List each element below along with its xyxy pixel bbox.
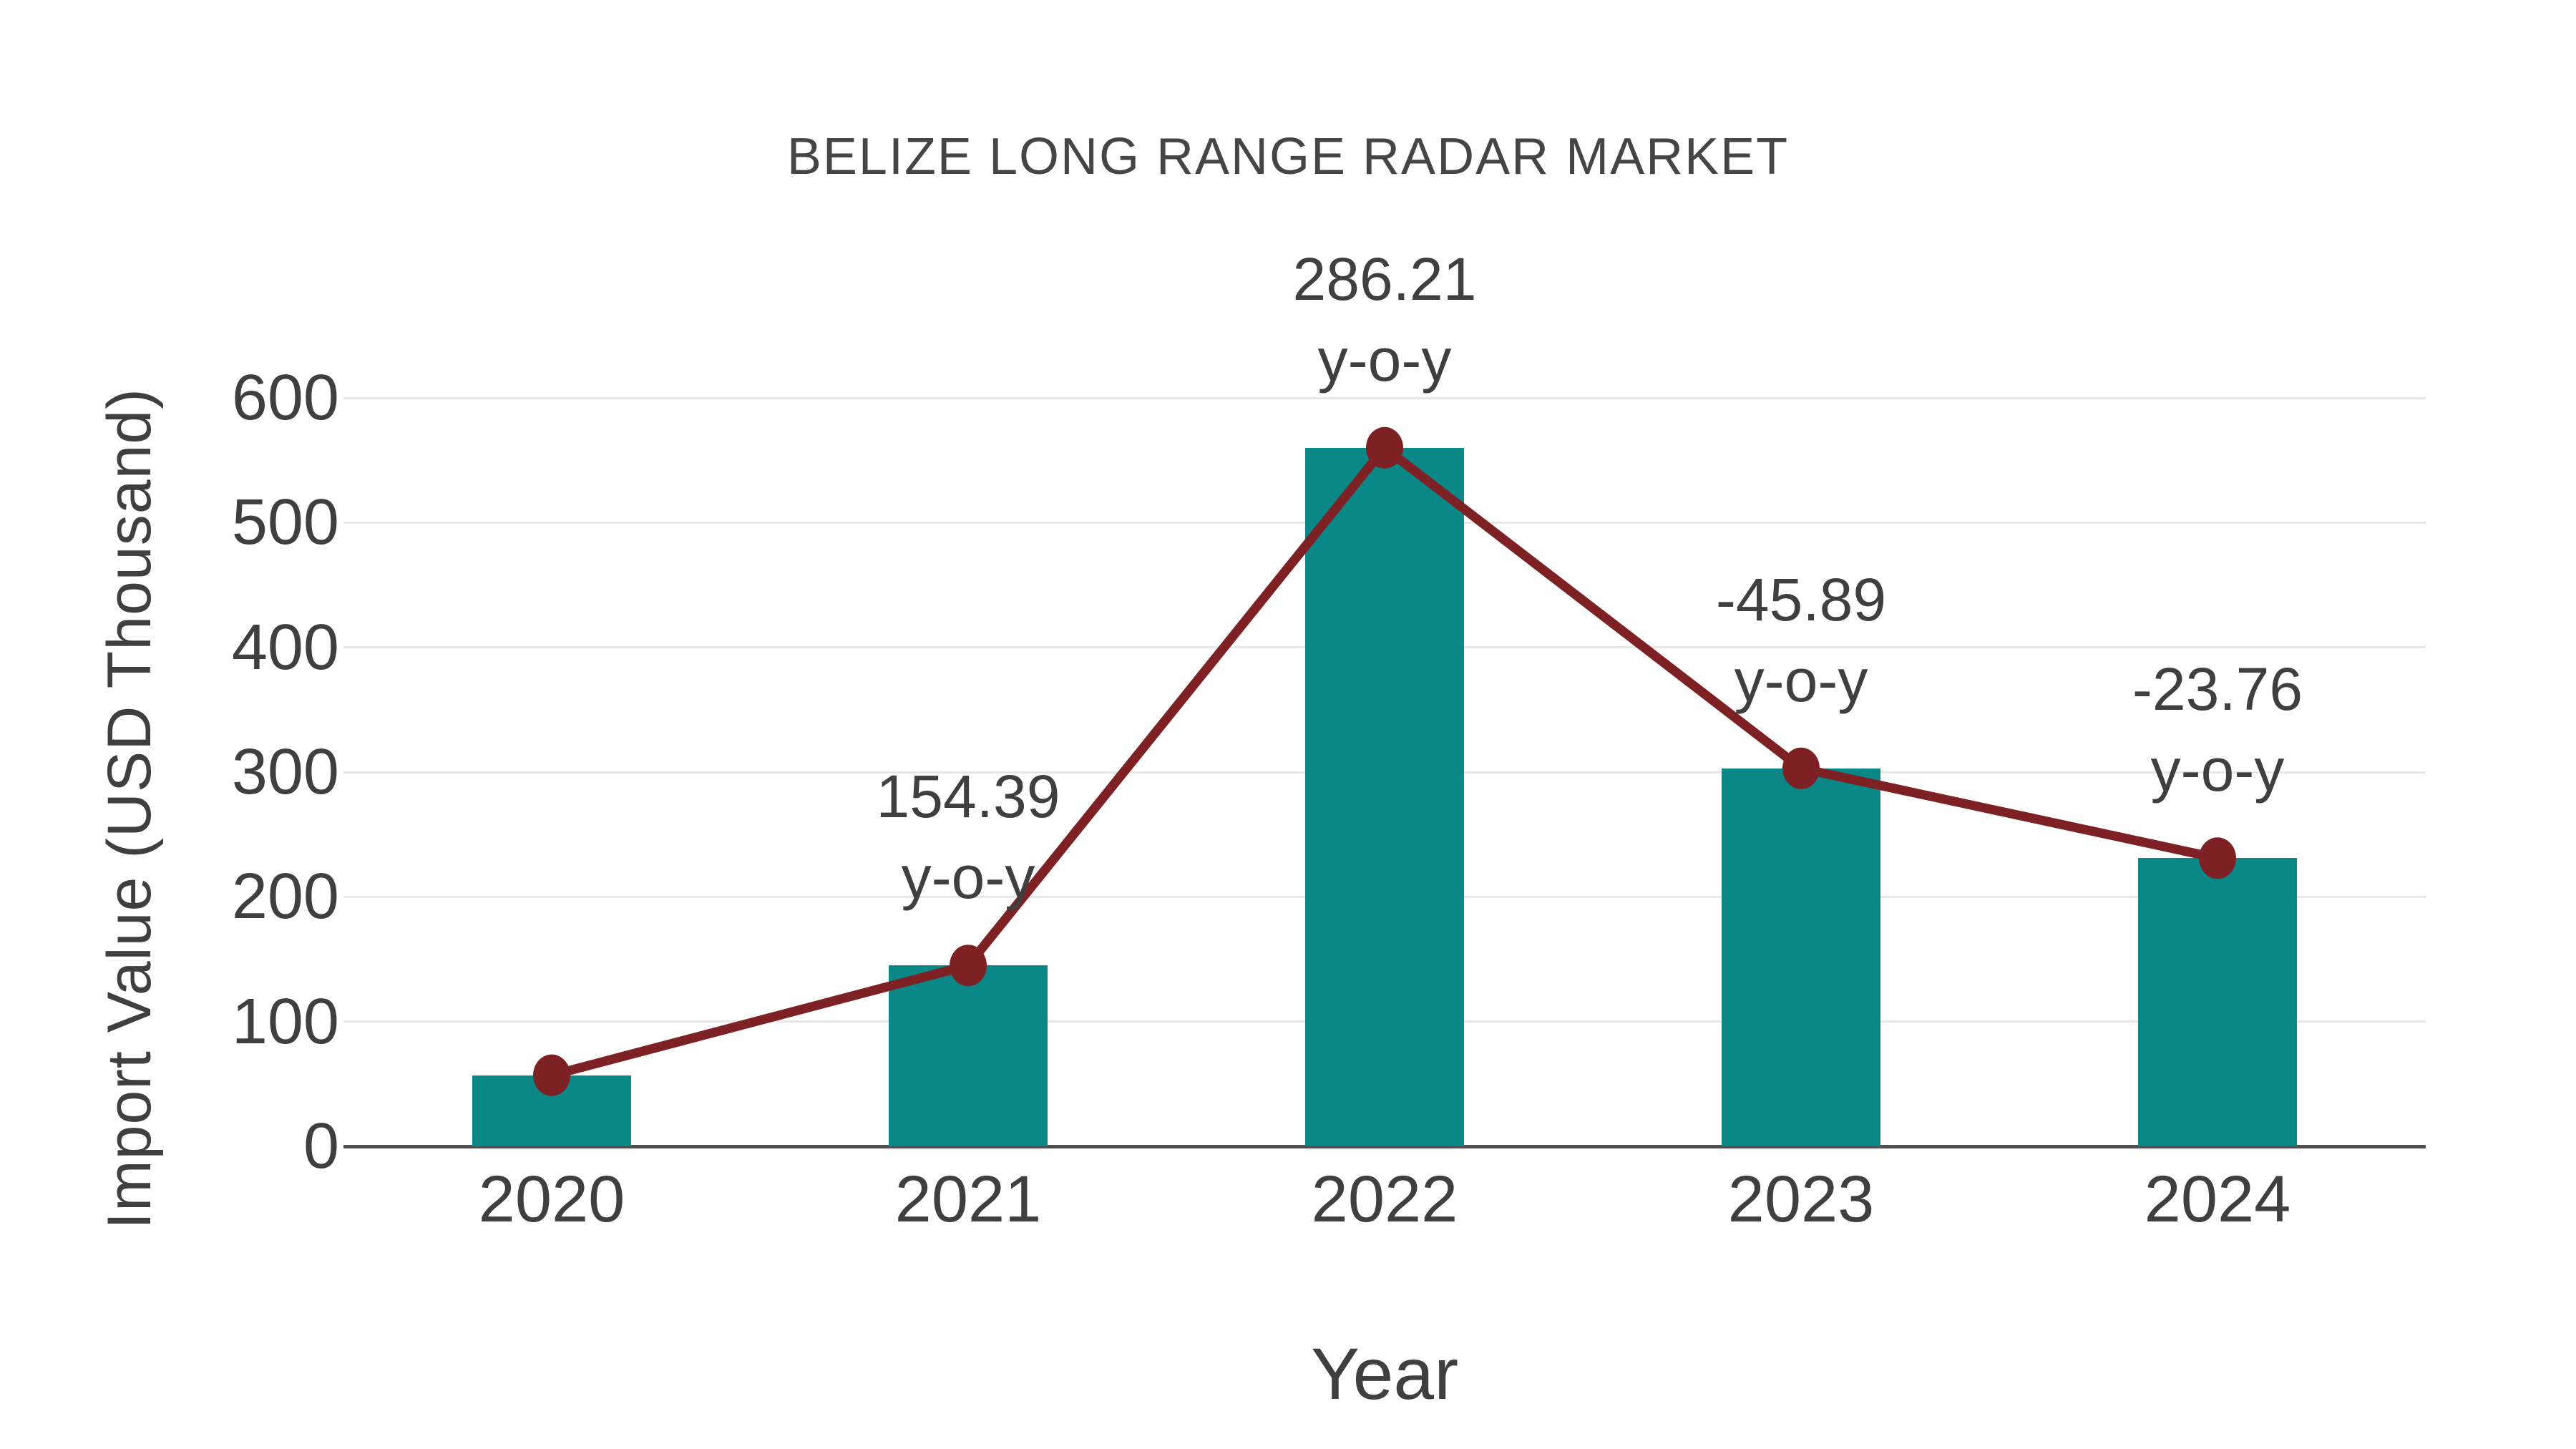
chart-title: BELIZE LONG RANGE RADAR MARKET (786, 128, 1790, 185)
data-point-marker-2022 (1366, 426, 1403, 469)
yoy-annotation-2021: 154.39 y-o-y (782, 756, 1154, 918)
y-tick-label: 300 (231, 736, 339, 808)
x-axis-line (343, 1145, 2426, 1148)
data-point-marker-2023 (1782, 747, 1820, 789)
yoy-suffix-label: y-o-y (1734, 646, 1868, 714)
bar-2021 (889, 965, 1048, 1146)
yoy-suffix-label: y-o-y (901, 844, 1035, 912)
yoy-value-label: -45.89 (1715, 565, 1887, 633)
gridline (343, 396, 2426, 399)
yoy-value-label: 154.39 (876, 763, 1060, 831)
yoy-annotation-2022: 286.21 y-o-y (1199, 239, 1571, 401)
x-axis-title: Year (1310, 1333, 1459, 1415)
yoy-annotation-2024: -23.76 y-o-y (2031, 649, 2404, 811)
x-tick-label-2023: 2023 (1727, 1163, 1875, 1236)
bar-2022 (1305, 447, 1464, 1146)
y-tick-label: 100 (231, 985, 339, 1058)
y-tick-label: 200 (231, 861, 339, 933)
x-tick-label-2020: 2020 (478, 1163, 625, 1236)
y-tick-label: 0 (303, 1111, 339, 1182)
y-tick-label: 500 (231, 487, 339, 559)
data-point-marker-2021 (950, 945, 987, 987)
x-tick-label-2024: 2024 (2144, 1163, 2291, 1236)
x-tick-label-2021: 2021 (894, 1163, 1042, 1236)
yoy-value-label: 286.21 (1292, 245, 1477, 313)
data-point-marker-2020 (533, 1054, 570, 1096)
y-tick-label: 600 (231, 362, 339, 434)
data-point-marker-2024 (2199, 837, 2236, 879)
bar-2024 (2138, 858, 2297, 1146)
y-tick-label: 400 (231, 611, 339, 683)
yoy-value-label: -23.76 (2132, 655, 2303, 723)
yoy-annotation-2023: -45.89 y-o-y (1615, 560, 1987, 721)
bar-2023 (1722, 768, 1880, 1146)
yoy-suffix-label: y-o-y (1317, 326, 1452, 394)
yoy-suffix-label: y-o-y (2150, 736, 2285, 804)
x-tick-label-2022: 2022 (1311, 1163, 1458, 1236)
